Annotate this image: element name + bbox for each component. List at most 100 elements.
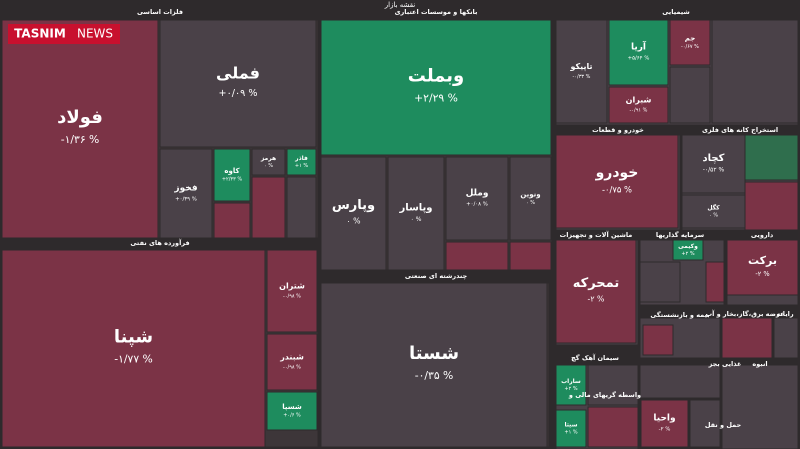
tile-filler: [251, 176, 286, 239]
tile-label: کگل: [707, 203, 720, 211]
sector-label: انبوه: [752, 360, 767, 368]
tile-label: آریا: [631, 41, 647, 53]
tile-filler: [642, 324, 674, 356]
tile-change: -۱/۳۶ %: [61, 133, 100, 146]
tile: [387, 156, 445, 271]
tile: [555, 19, 608, 124]
tile: [266, 391, 318, 431]
tile: [1, 249, 266, 448]
tile: [286, 148, 317, 176]
tile-filler: [587, 406, 639, 448]
sector-label: واسطه گریهای مالی و: [568, 391, 641, 399]
tile-filler: [744, 181, 799, 231]
tile: [669, 19, 711, 66]
tile: [159, 19, 317, 148]
tile-label: وبملت: [408, 66, 464, 87]
tile: [320, 282, 548, 448]
tile-change: +۰/۰۸ %: [466, 201, 488, 207]
sector-label: عرضه برق،گاز،بخار و آب: [706, 309, 785, 318]
tile-change: -۰/۹۸ %: [283, 364, 301, 370]
sector-label: غذایی بجز: [708, 360, 742, 368]
tile-label: وپاسار: [398, 203, 432, 214]
tile-filler: [721, 364, 799, 449]
tile-filler: [587, 364, 639, 406]
tile-label: شسپا: [282, 403, 302, 411]
tile: [1, 19, 159, 239]
tile-change: -۰/۷۵ %: [602, 184, 632, 194]
tile-filler: [773, 317, 799, 359]
tile-label: جم: [685, 34, 696, 42]
tile-change: +۲/۲۹ %: [414, 91, 458, 104]
tile-filler: [445, 241, 509, 271]
tile-label: ساراب: [561, 378, 581, 385]
tile-change: -۲ %: [588, 294, 605, 303]
tile-label: واحیا: [653, 414, 675, 424]
tile-filler: [286, 176, 317, 239]
tile-change: -۲ %: [755, 270, 769, 278]
logo-box: [8, 24, 120, 44]
tile-filler: [639, 364, 721, 399]
tile: [608, 86, 669, 124]
tile-change: -۰/۹۱ %: [630, 107, 648, 113]
tile: [266, 249, 318, 333]
tile-label: وپارس: [332, 198, 375, 213]
sector-label: سرمایه گذاریها: [656, 231, 704, 239]
tile: [608, 19, 669, 86]
sector-label: چندرشته ای صنعتی: [405, 272, 468, 280]
tile-filler: [721, 317, 773, 359]
tile-label: کاوه: [224, 167, 240, 175]
tile-change: -۰/۹۸ %: [283, 293, 301, 299]
sector-label: خودرو و قطعات: [592, 126, 644, 134]
tile-filler: [509, 241, 552, 271]
tile: [555, 364, 587, 406]
tile-label: شبران: [626, 96, 652, 105]
tile-filler: [689, 399, 721, 448]
tile-label: وملل: [466, 189, 489, 199]
sector-label: دارویی: [751, 231, 774, 239]
tile: [555, 134, 679, 229]
tile-label: خودرو: [595, 165, 639, 181]
tile-label: شستا: [409, 343, 459, 364]
tile-label: فملی: [216, 63, 260, 82]
map-title: نقشه بازار: [384, 1, 416, 9]
sector-label: ماشین آلات و تجهیزات: [560, 230, 633, 239]
tile-label: فولاد: [57, 107, 103, 128]
sector-label: بانکها و موسسات اعتباری: [395, 8, 478, 16]
tile: [159, 148, 213, 239]
sector-label: فرآورده های نفتی: [130, 238, 189, 247]
tile-change: ۰ %: [264, 163, 273, 169]
tile-label: فخوز: [173, 184, 197, 194]
tile-change: -۰/۵۲ %: [703, 167, 725, 174]
sector-label: بیمه و بازنشستگی: [650, 311, 709, 319]
tile: [726, 239, 799, 296]
tile-filler: [669, 66, 711, 124]
tile-change: -۰/۳۵ %: [415, 369, 454, 382]
tile-change: -۱/۷۷ %: [114, 352, 153, 365]
logo-suffix: NEWS: [77, 27, 113, 41]
tile-change: ۰ %: [526, 200, 535, 206]
tile-label: وکیمی: [678, 243, 698, 250]
tile-filler: [213, 202, 251, 239]
tile: [681, 194, 746, 229]
tile: [445, 156, 509, 241]
tile-label: کچاد: [703, 153, 725, 164]
tile: [213, 148, 251, 202]
tile-label: شتران: [279, 282, 305, 291]
tile-label: فاذر: [294, 155, 308, 162]
tile-change: +۱ %: [564, 430, 577, 436]
tile-filler: [705, 261, 725, 303]
tile-label: برکت: [748, 254, 777, 267]
sector-label: فلزات اساسی: [137, 8, 183, 16]
tile: [640, 399, 689, 448]
tile-label: شپنا: [114, 327, 153, 348]
tile-change: ۰ %: [346, 216, 360, 225]
sector-label: حمل و نقل: [705, 421, 742, 429]
logo: TASNIM: [14, 27, 66, 41]
tile-change: +۰/۰۹ %: [219, 88, 258, 99]
tile-label: هرمز: [260, 155, 276, 162]
tile: [251, 148, 286, 176]
tile: [555, 409, 587, 448]
sector-label: رایانه: [776, 310, 793, 318]
tile: [320, 156, 387, 271]
